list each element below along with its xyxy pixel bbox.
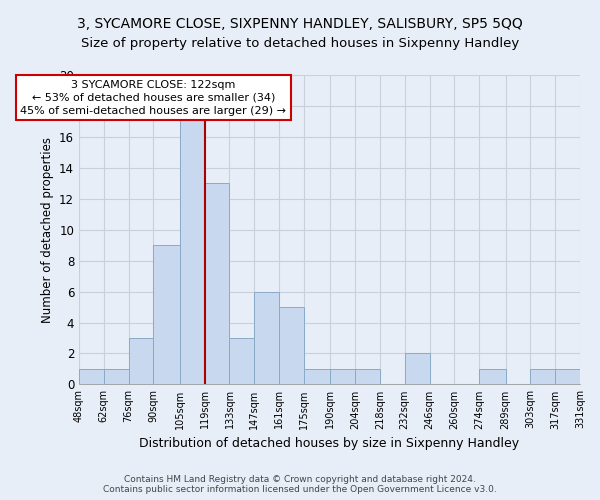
- Bar: [180, 90, 205, 385]
- Bar: [304, 369, 331, 384]
- Bar: [154, 245, 180, 384]
- Bar: [479, 369, 506, 384]
- Bar: [530, 369, 555, 384]
- Bar: [279, 307, 304, 384]
- Bar: [405, 354, 430, 384]
- Bar: [229, 338, 254, 384]
- Text: Contains public sector information licensed under the Open Government Licence v3: Contains public sector information licen…: [103, 485, 497, 494]
- Text: Size of property relative to detached houses in Sixpenny Handley: Size of property relative to detached ho…: [81, 38, 519, 51]
- Bar: [331, 369, 355, 384]
- X-axis label: Distribution of detached houses by size in Sixpenny Handley: Distribution of detached houses by size …: [139, 437, 520, 450]
- Bar: [128, 338, 154, 384]
- Text: 3 SYCAMORE CLOSE: 122sqm
← 53% of detached houses are smaller (34)
45% of semi-d: 3 SYCAMORE CLOSE: 122sqm ← 53% of detach…: [20, 80, 286, 116]
- Text: Contains HM Land Registry data © Crown copyright and database right 2024.: Contains HM Land Registry data © Crown c…: [124, 475, 476, 484]
- Bar: [555, 369, 580, 384]
- Bar: [79, 369, 104, 384]
- Text: 3, SYCAMORE CLOSE, SIXPENNY HANDLEY, SALISBURY, SP5 5QQ: 3, SYCAMORE CLOSE, SIXPENNY HANDLEY, SAL…: [77, 18, 523, 32]
- Bar: [104, 369, 128, 384]
- Bar: [205, 184, 229, 384]
- Bar: [355, 369, 380, 384]
- Y-axis label: Number of detached properties: Number of detached properties: [41, 136, 53, 322]
- Bar: [254, 292, 279, 384]
